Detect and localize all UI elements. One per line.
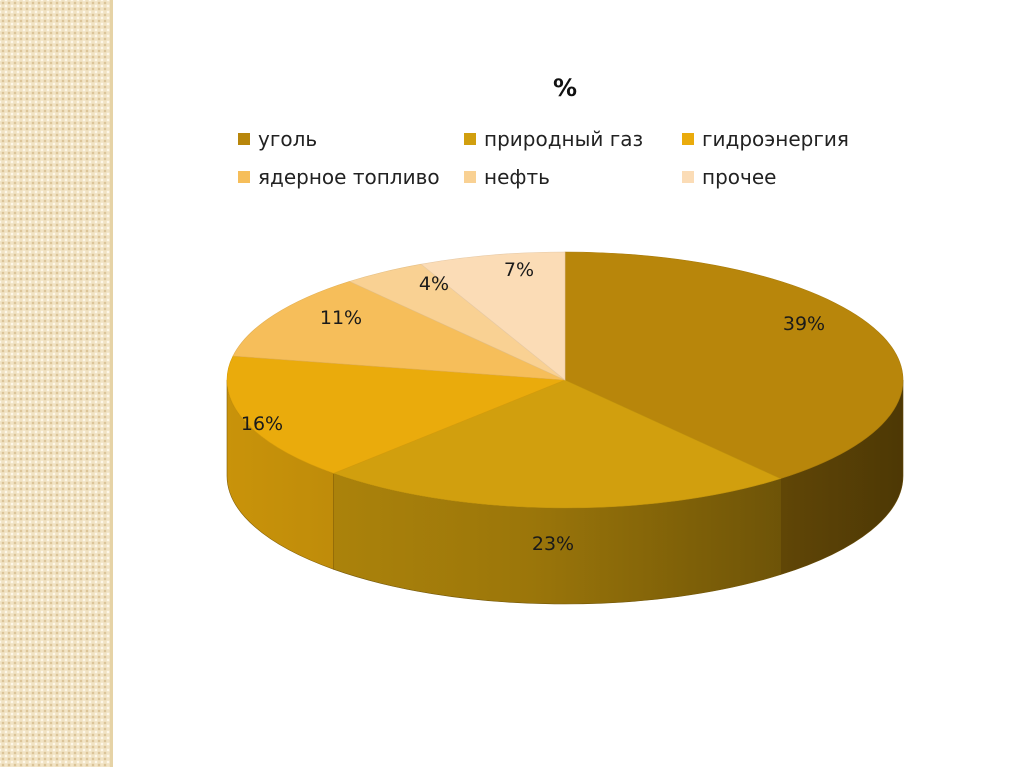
pie-slice-coal bbox=[564, 251, 904, 479]
legend-label-oil: нефть bbox=[484, 165, 550, 189]
pie-data-labels: 39% 23% 16% 11% 4% 7% bbox=[241, 259, 825, 555]
data-label-natural-gas: 23% bbox=[532, 533, 574, 555]
legend-swatch-nuclear bbox=[238, 171, 250, 183]
legend-label-coal: уголь bbox=[258, 127, 318, 151]
legend-label-natural-gas: природный газ bbox=[484, 127, 644, 151]
decorative-side-strip bbox=[0, 0, 110, 767]
pie-slice-other bbox=[420, 251, 566, 381]
legend-item-coal: уголь bbox=[238, 126, 317, 152]
legend-swatch-oil bbox=[464, 171, 476, 183]
chart-title: % bbox=[552, 74, 578, 102]
legend-item-oil: нефть bbox=[464, 164, 550, 190]
pie-slices bbox=[226, 251, 904, 509]
legend-item-natural-gas: природный газ bbox=[464, 126, 643, 152]
pie-slice-hydro bbox=[226, 355, 566, 474]
data-label-nuclear: 11% bbox=[320, 307, 362, 329]
legend-label-other: прочее bbox=[702, 165, 777, 189]
data-label-oil: 4% bbox=[419, 273, 449, 295]
chart-legend: уголь природный газ гидроэнергия ядерное… bbox=[238, 126, 878, 196]
legend-label-nuclear: ядерное топливо bbox=[258, 165, 440, 189]
legend-swatch-hydro bbox=[682, 133, 694, 145]
legend-swatch-natural-gas bbox=[464, 133, 476, 145]
legend-label-hydro: гидроэнергия bbox=[702, 127, 849, 151]
pie-side-walls bbox=[226, 379, 904, 605]
side-strip-border bbox=[110, 0, 113, 767]
data-label-hydro: 16% bbox=[241, 413, 283, 435]
legend-item-nuclear: ядерное топливо bbox=[238, 164, 440, 190]
pie-slice-natural-gas bbox=[332, 379, 782, 509]
legend-swatch-coal bbox=[238, 133, 250, 145]
legend-item-other: прочее bbox=[682, 164, 776, 190]
data-label-other: 7% bbox=[504, 259, 534, 281]
legend-swatch-other bbox=[682, 171, 694, 183]
pie-slice-nuclear bbox=[232, 281, 566, 381]
data-label-coal: 39% bbox=[783, 313, 825, 335]
legend-item-hydro: гидроэнергия bbox=[682, 126, 849, 152]
